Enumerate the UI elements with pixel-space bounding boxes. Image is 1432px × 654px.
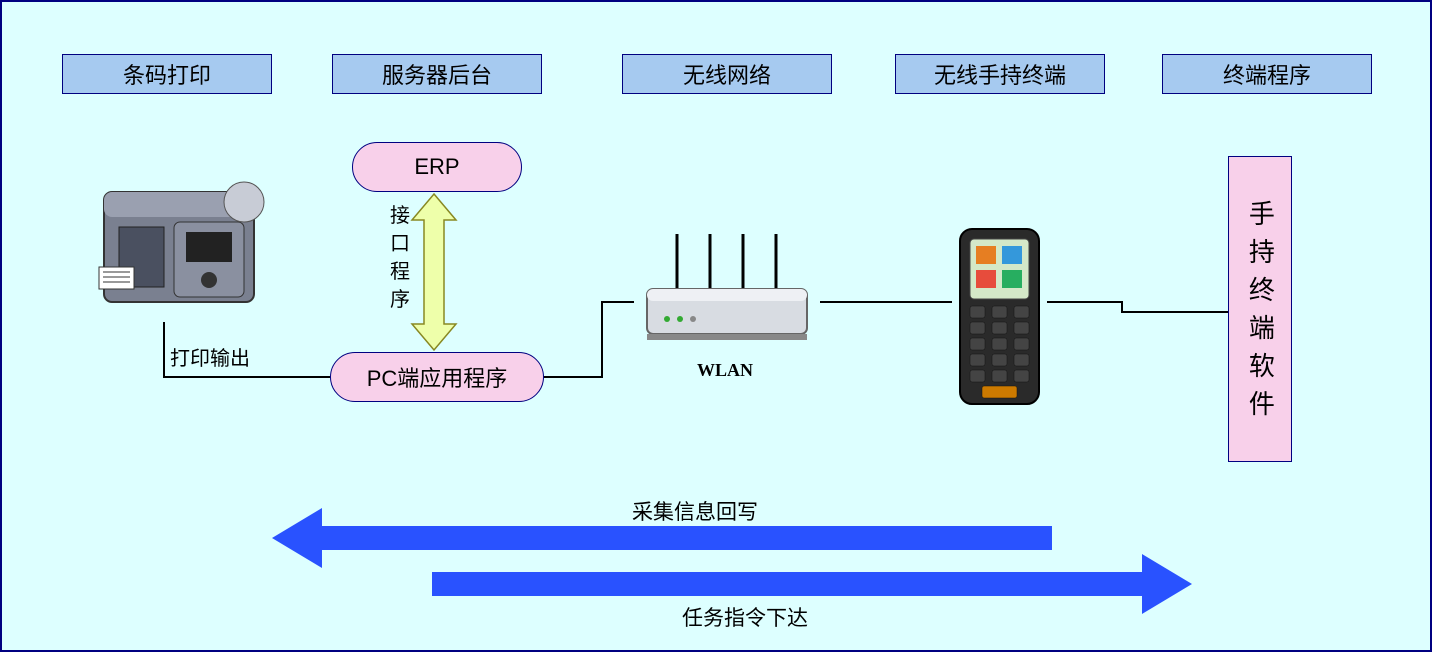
header-barcode-print: 条码打印 xyxy=(62,54,272,94)
router-label: WLAN xyxy=(697,360,753,381)
arrow-left-label: 采集信息回写 xyxy=(632,496,758,526)
header-server-backend: 服务器后台 xyxy=(332,54,542,94)
node-label: ERP xyxy=(414,154,459,180)
router-icon xyxy=(632,234,822,349)
header-label: 无线网络 xyxy=(683,58,771,90)
node-terminal-software: 手持终端软件 xyxy=(1228,156,1292,462)
double-arrow-icon xyxy=(412,194,456,350)
node-pc-app: PC端应用程序 xyxy=(330,352,544,402)
handheld-icon xyxy=(952,224,1047,409)
header-label: 无线手持终端 xyxy=(934,58,1066,90)
header-label: 服务器后台 xyxy=(382,58,492,90)
print-output-label: 打印输出 xyxy=(170,342,250,371)
node-label: PC端应用程序 xyxy=(367,361,508,393)
node-erp: ERP xyxy=(352,142,522,192)
node-label: 手持终端软件 xyxy=(1237,200,1284,428)
big-arrow-right xyxy=(432,554,1192,614)
interface-program-label: 接 口 程 序 xyxy=(390,202,410,314)
header-wireless-network: 无线网络 xyxy=(622,54,832,94)
header-label: 终端程序 xyxy=(1223,58,1311,90)
header-wireless-terminal: 无线手持终端 xyxy=(895,54,1105,94)
header-label: 条码打印 xyxy=(123,58,211,90)
arrow-right-label: 任务指令下达 xyxy=(682,602,808,632)
header-terminal-program: 终端程序 xyxy=(1162,54,1372,94)
diagram-canvas: 条码打印 服务器后台 无线网络 无线手持终端 终端程序 ERP PC端应用程序 … xyxy=(0,0,1432,652)
printer-icon xyxy=(94,172,274,322)
